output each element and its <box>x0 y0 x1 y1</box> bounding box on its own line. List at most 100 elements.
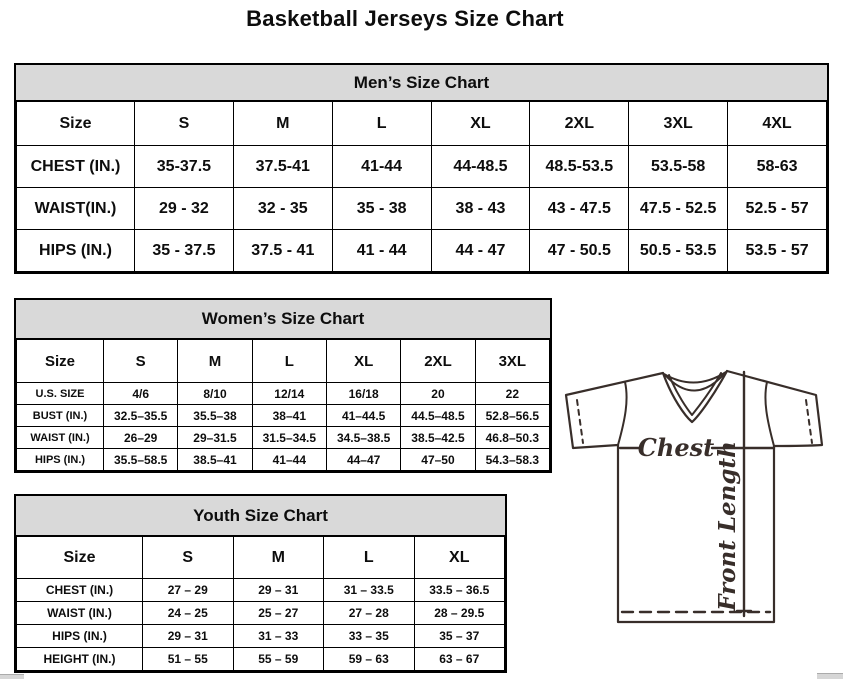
size-cell: 44–47 <box>325 448 402 471</box>
header-row: Size S M L XL 2XL 3XL 4XL <box>16 101 827 146</box>
size-cell: 37.5-41 <box>232 145 333 188</box>
size-cell: 38.5–41 <box>177 448 253 471</box>
size-cell: 52.8–56.5 <box>474 404 551 427</box>
size-cell: 29 – 31 <box>142 624 234 648</box>
column-header: M <box>177 339 253 383</box>
table-row: HIPS (IN.) 35 - 37.5 37.5 - 41 41 - 44 44 - … <box>16 229 827 272</box>
column-header: M <box>232 536 324 579</box>
column-header: L <box>323 536 415 579</box>
jersey-diagram-icon: Chest Front Length <box>564 369 824 624</box>
size-cell: 24 – 25 <box>142 601 234 625</box>
scrollbar-fragment-right <box>817 673 843 679</box>
size-cell: 55 – 59 <box>232 647 324 671</box>
size-cell: 38.5–42.5 <box>400 426 476 449</box>
size-cell: 47.5 - 52.5 <box>628 187 729 230</box>
table-row: HIPS (IN.) 29 – 31 31 – 33 33 – 35 35 – 37 <box>16 624 505 648</box>
size-cell: 44.5–48.5 <box>400 404 476 427</box>
size-cell: 33.5 – 36.5 <box>413 578 505 602</box>
size-cell: 41–44 <box>251 448 327 471</box>
size-cell: 47 - 50.5 <box>529 229 630 272</box>
size-cell: 47–50 <box>400 448 476 471</box>
youth-chart-title: Youth Size Chart <box>16 496 505 536</box>
table-row: BUST (IN.) 32.5–35.5 35.5–38 38–41 41–44.5 44… <box>16 404 551 427</box>
row-label-header: Size <box>16 339 104 383</box>
size-cell: 41–44.5 <box>325 404 402 427</box>
size-cell: 31 – 33 <box>232 624 324 648</box>
youth-size-table: Size S M L XL CHEST (IN.) 27 – 29 29 – 31 31 – 3… <box>16 536 505 671</box>
row-label: WAIST (IN.) <box>16 426 104 449</box>
row-label: WAIST(IN.) <box>16 187 135 230</box>
size-cell: 31.5–34.5 <box>251 426 327 449</box>
column-header: M <box>232 101 333 146</box>
size-cell: 38–41 <box>251 404 327 427</box>
row-label: HIPS (IN.) <box>16 229 135 272</box>
table-row: U.S. SIZE 4/6 8/10 12/14 16/18 20 22 <box>16 382 551 405</box>
size-cell: 32.5–35.5 <box>102 404 179 427</box>
size-cell: 35.5–58.5 <box>102 448 179 471</box>
table-row: CHEST (IN.) 27 – 29 29 – 31 31 – 33.5 33.5 –… <box>16 578 505 602</box>
size-cell: 29–31.5 <box>177 426 253 449</box>
size-cell: 35 - 38 <box>331 187 432 230</box>
column-header: XL <box>430 101 531 146</box>
size-cell: 8/10 <box>177 382 253 405</box>
size-cell: 32 - 35 <box>232 187 333 230</box>
womens-chart-title: Women’s Size Chart <box>16 300 550 339</box>
womens-size-chart-section: Women’s Size Chart Size S M L XL 2XL 3XL U.S. S… <box>14 298 552 473</box>
size-cell: 63 – 67 <box>413 647 505 671</box>
size-cell: 54.3–58.3 <box>474 448 551 471</box>
table-row: WAIST(IN.) 29 - 32 32 - 35 35 - 38 38 - 43 43… <box>16 187 827 230</box>
row-label: HIPS (IN.) <box>16 624 143 648</box>
size-cell: 28 – 29.5 <box>413 601 505 625</box>
size-cell: 53.5 - 57 <box>727 229 827 272</box>
table-row: HEIGHT (IN.) 51 – 55 55 – 59 59 – 63 63 – 67 <box>16 647 505 671</box>
column-header: 3XL <box>474 339 551 383</box>
size-cell: 59 – 63 <box>323 647 415 671</box>
column-header: S <box>134 101 234 146</box>
size-cell: 29 - 32 <box>134 187 234 230</box>
column-header: 2XL <box>529 101 630 146</box>
size-cell: 20 <box>400 382 476 405</box>
chest-label: Chest <box>638 433 714 462</box>
row-label: CHEST (IN.) <box>16 145 135 188</box>
column-header: L <box>251 339 327 383</box>
jersey-measurement-diagram: Chest Front Length <box>552 358 837 633</box>
column-header: 2XL <box>400 339 476 383</box>
size-cell: 29 – 31 <box>232 578 324 602</box>
size-cell: 44 - 47 <box>430 229 531 272</box>
row-label: WAIST (IN.) <box>16 601 143 625</box>
row-label: BUST (IN.) <box>16 404 104 427</box>
column-header: S <box>142 536 234 579</box>
size-cell: 46.8–50.3 <box>474 426 551 449</box>
size-cell: 44-48.5 <box>430 145 531 188</box>
table-row: WAIST (IN.) 24 – 25 25 – 27 27 – 28 28 – 29.… <box>16 601 505 625</box>
size-cell: 31 – 33.5 <box>323 578 415 602</box>
row-label-header: Size <box>16 101 135 146</box>
mens-size-chart-section: Men’s Size Chart Size S M L XL 2XL 3XL 4XL CHEST… <box>14 63 829 274</box>
row-label: U.S. SIZE <box>16 382 104 405</box>
size-cell: 43 - 47.5 <box>529 187 630 230</box>
header-row: Size S M L XL <box>16 536 505 579</box>
size-cell: 52.5 - 57 <box>727 187 827 230</box>
header-row: Size S M L XL 2XL 3XL <box>16 339 551 383</box>
table-row: WAIST (IN.) 26–29 29–31.5 31.5–34.5 34.5–38.… <box>16 426 551 449</box>
size-cell: 35 - 37.5 <box>134 229 234 272</box>
size-cell: 37.5 - 41 <box>232 229 333 272</box>
row-label: HEIGHT (IN.) <box>16 647 143 671</box>
row-label: HIPS (IN.) <box>16 448 104 471</box>
size-cell: 50.5 - 53.5 <box>628 229 729 272</box>
column-header: XL <box>413 536 505 579</box>
womens-size-table: Size S M L XL 2XL 3XL U.S. SIZE 4/6 8/10 12/14 16/1… <box>16 339 551 471</box>
size-cell: 16/18 <box>325 382 402 405</box>
mens-size-table: Size S M L XL 2XL 3XL 4XL CHEST (IN.) 35-37.5 37.5… <box>16 101 827 272</box>
youth-size-chart-section: Youth Size Chart Size S M L XL CHEST (IN.) 27 … <box>14 494 507 673</box>
row-label: CHEST (IN.) <box>16 578 143 602</box>
size-cell: 26–29 <box>102 426 179 449</box>
column-header: L <box>331 101 432 146</box>
size-cell: 25 – 27 <box>232 601 324 625</box>
size-cell: 27 – 29 <box>142 578 234 602</box>
table-row: CHEST (IN.) 35-37.5 37.5-41 41-44 44-48.5 48.… <box>16 145 827 188</box>
size-cell: 41-44 <box>331 145 432 188</box>
table-row: HIPS (IN.) 35.5–58.5 38.5–41 41–44 44–47 47–5… <box>16 448 551 471</box>
size-cell: 41 - 44 <box>331 229 432 272</box>
row-label-header: Size <box>16 536 143 579</box>
